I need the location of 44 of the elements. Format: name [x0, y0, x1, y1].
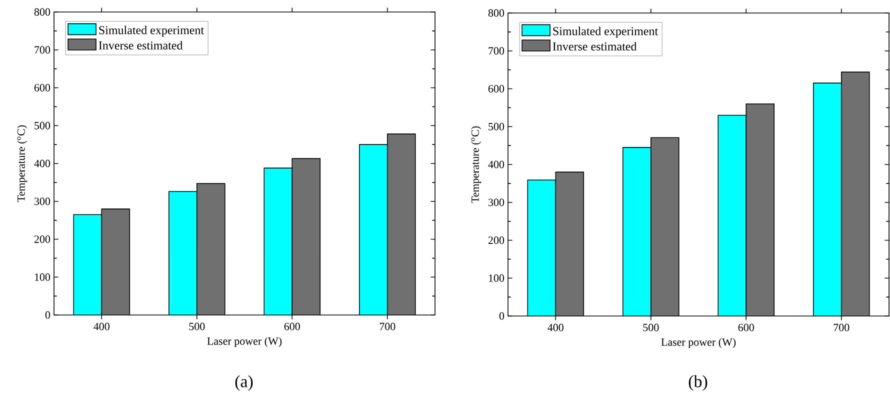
x-axis-title: Laser power (W) [207, 337, 282, 348]
legend-label: Simulated experiment [553, 26, 658, 38]
legend-label: Simulated experiment [99, 26, 204, 37]
y-tick-label: 600 [488, 85, 504, 92]
bar [73, 214, 102, 315]
y-tick-label: 200 [488, 236, 504, 244]
y-tick-label: 400 [34, 160, 50, 168]
y-tick-label: 700 [488, 47, 504, 55]
bar [264, 168, 293, 315]
y-tick-label: 200 [34, 236, 50, 243]
y-tick-label: 300 [34, 198, 50, 206]
x-tick-label: 500 [643, 324, 659, 332]
y-tick-label: 500 [34, 122, 50, 130]
x-axis-title: Laser power (W) [661, 338, 736, 348]
y-tick-label: 0 [45, 311, 50, 319]
text: (a) [235, 375, 253, 391]
y-tick-label: 100 [34, 273, 50, 281]
y-tick-label: 300 [488, 198, 504, 206]
x-tick-label: 400 [548, 324, 564, 332]
x-tick-label: 500 [189, 322, 205, 330]
x-tick-label: 600 [738, 324, 754, 332]
bar [101, 208, 130, 315]
y-tick-label: 800 [34, 8, 50, 16]
y-tick-label: 100 [488, 274, 504, 282]
bar [358, 144, 388, 315]
x-tick-label: 400 [94, 322, 110, 330]
y-tick-label: 0 [499, 312, 504, 320]
bar [386, 134, 416, 315]
y-axis-title: Temperature ($^{o}$C) [471, 126, 482, 203]
x-tick-label: 600 [284, 322, 300, 330]
legend-label: Inverse estimated [552, 42, 637, 51]
bar [292, 158, 321, 315]
y-tick-label: 700 [34, 46, 50, 54]
bar [168, 191, 198, 315]
y-tick-label: 400 [488, 160, 504, 168]
x-tick-label: 700 [834, 324, 850, 332]
y-axis-title: Temperature ($^{o}$C) [17, 125, 28, 202]
text: (b) [688, 375, 708, 391]
x-tick-label: 700 [380, 322, 396, 330]
bar [196, 183, 226, 315]
y-tick-label: 600 [34, 84, 50, 92]
legend-label: Inverse estimated [98, 41, 183, 50]
y-tick-label: 500 [488, 122, 504, 130]
y-tick-label: 800 [488, 9, 504, 17]
